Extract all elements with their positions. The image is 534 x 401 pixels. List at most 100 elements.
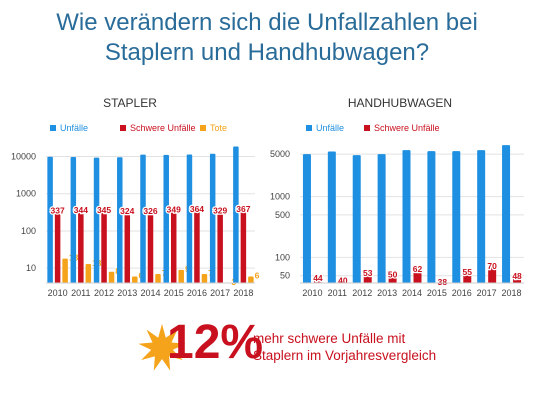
handhubwagen-x-tick-2016: 2016: [452, 288, 472, 298]
handhubwagen-bar-s1-2017: [488, 266, 497, 283]
handhubwagen-x-tick-2014: 2014: [402, 288, 422, 298]
handhubwagen-y-tick-2: 500: [275, 210, 290, 220]
stapler-bar-s2-2018: [248, 276, 254, 283]
stapler-bar-s0-2013: [117, 157, 123, 283]
callout: 12% mehr schwere Unfälle mit Staplern im…: [130, 316, 530, 378]
handhubwagen-x-tick-2017: 2017: [477, 288, 497, 298]
handhubwagen-bar-s1-2010: [313, 279, 322, 283]
handhubwagen-bar-s1-2014: [413, 270, 422, 283]
handhubwagen-bar-s0-2015: [427, 151, 436, 283]
stapler-data-label-s1-2011: 344: [74, 205, 88, 215]
handhubwagen-data-label-s1-2016: 55: [463, 267, 473, 277]
stapler-bar-s0-2012: [93, 157, 100, 283]
stapler-bar-s1-2011: [78, 210, 84, 283]
stapler-bar-s0-2011: [70, 156, 77, 283]
stapler-bar-s1-2013: [124, 211, 131, 283]
handhubwagen-bar-s0-2013: [377, 154, 386, 283]
stapler-data-label-s1-2014: 326: [143, 206, 157, 216]
stapler-bar-s1-2014: [147, 211, 154, 283]
stapler-y-tick-3: 10: [26, 263, 36, 273]
page-title-line-2: Staplern und Handhubwagen?: [104, 39, 430, 66]
callout-percentage: 12%: [167, 316, 264, 369]
handhubwagen-data-label-s1-2018: 48: [512, 271, 522, 281]
page-title-line-1: Wie verändern sich die Unfallzahlen bei: [56, 9, 478, 36]
stapler-bar-s0-2017: [209, 153, 216, 283]
stapler-bar-s2-2011: [85, 263, 92, 283]
handhubwagen-bar-s0-2012: [352, 155, 361, 283]
stapler-x-tick-2013: 2013: [117, 288, 137, 298]
handhubwagen-y-tick-3: 100: [275, 252, 290, 262]
handhubwagen-data-label-s1-2014: 62: [413, 264, 423, 274]
stapler-legend-label-1: Schwere Unfälle: [130, 123, 196, 133]
handhubwagen-x-tick-2018: 2018: [502, 288, 522, 298]
handhubwagen-bar-s1-2012: [363, 274, 372, 283]
handhubwagen-legend-swatch-1: [364, 125, 370, 131]
stapler-y-tick-1: 1000: [16, 189, 36, 199]
stapler-legend-swatch-2: [200, 125, 206, 131]
handhubwagen-x-tick-2012: 2012: [352, 288, 372, 298]
stapler-data-label-s1-2015: 349: [167, 205, 181, 215]
stapler-bar-s0-2016: [186, 154, 193, 283]
page-title: Wie verändern sich die Unfallzahlen bei …: [0, 8, 534, 68]
stapler-data-label-s1-2016: 364: [190, 204, 204, 214]
handhubwagen-data-label-s1-2011: 40: [338, 276, 348, 286]
stapler-data-label-s1-2018: 367: [236, 204, 250, 214]
stapler-x-tick-2015: 2015: [164, 288, 184, 298]
handhubwagen-y-tick-1: 1000: [270, 192, 290, 202]
stapler-bar-s1-2017: [217, 211, 223, 283]
stapler-x-tick-2018: 2018: [233, 288, 253, 298]
handhubwagen-x-tick-2011: 2011: [328, 288, 347, 298]
handhubwagen-bar-s1-2018: [513, 276, 522, 283]
handhubwagen-y-tick-0: 5000: [270, 149, 290, 159]
callout-line-2: Staplern im Vorjahresvergleich: [253, 348, 437, 363]
handhubwagen-bar-s0-2018: [502, 145, 511, 283]
stapler-x-tick-2014: 2014: [140, 288, 160, 298]
handhubwagen-x-tick-2015: 2015: [427, 288, 447, 298]
handhubwagen-bar-s0-2017: [477, 150, 486, 283]
stapler-x-tick-2016: 2016: [187, 288, 207, 298]
stapler-x-tick-2011: 2011: [71, 288, 90, 298]
starburst-icon: [138, 324, 186, 371]
handhubwagen-data-label-s1-2010: 44: [313, 273, 323, 283]
handhubwagen-legend-label-0: Unfälle: [316, 123, 344, 133]
stapler-data-label-s2-2018: 6: [255, 270, 260, 280]
stapler-y-tick-2: 100: [21, 226, 36, 236]
handhubwagen-y-tick-4: 50: [280, 271, 290, 281]
stapler-x-tick-2017: 2017: [210, 288, 230, 298]
stapler-data-label-s1-2017: 329: [213, 206, 227, 216]
stapler-legend-label-2: Tote: [210, 123, 227, 133]
handhubwagen-bar-s1-2013: [388, 275, 397, 283]
stapler-bar-s2-2012: [108, 271, 115, 283]
stapler-bar-s2-2013: [132, 276, 138, 283]
stapler-bar-s2-2015: [178, 269, 184, 283]
stapler-bar-s1-2016: [194, 210, 200, 283]
handhubwagen-legend-swatch-0: [306, 125, 312, 131]
stapler-bar-s2-2016: [201, 273, 208, 283]
stapler-data-label-s1-2012: 345: [97, 205, 111, 215]
handhubwagen-legend-label-1: Schwere Unfälle: [374, 123, 440, 133]
handhubwagen-bar-s0-2011: [327, 151, 336, 283]
handhubwagen-data-label-s1-2013: 50: [388, 270, 398, 280]
callout-text: mehr schwere Unfälle mit Staplern im Vor…: [253, 330, 436, 364]
callout-line-1: mehr schwere Unfälle mit: [253, 331, 406, 346]
handhubwagen-bar-s0-2016: [452, 151, 461, 283]
handhubwagen-bar-s0-2014: [402, 150, 411, 283]
handhubwagen-data-label-s1-2017: 70: [487, 261, 497, 271]
stapler-x-tick-2012: 2012: [94, 288, 114, 298]
stapler-legend-swatch-0: [50, 125, 56, 131]
stapler-bar-s1-2015: [170, 210, 177, 283]
stapler-bar-s0-2010: [47, 156, 53, 283]
stapler-bar-s1-2010: [54, 211, 61, 283]
stapler-data-label-s1-2010: 337: [51, 205, 65, 215]
handhubwagen-data-label-s1-2012: 53: [363, 268, 373, 278]
stapler-chart-title: STAPLER: [103, 96, 157, 110]
stapler-legend-swatch-1: [120, 125, 126, 131]
handhubwagen-bar-s1-2016: [463, 273, 472, 283]
stapler-bar-s0-2014: [140, 154, 146, 283]
stapler-bar-s0-2018: [233, 146, 239, 283]
stapler-data-label-s1-2013: 324: [120, 206, 134, 216]
stapler-bar-s1-2012: [101, 210, 107, 283]
stapler-bar-s0-2015: [163, 154, 169, 283]
